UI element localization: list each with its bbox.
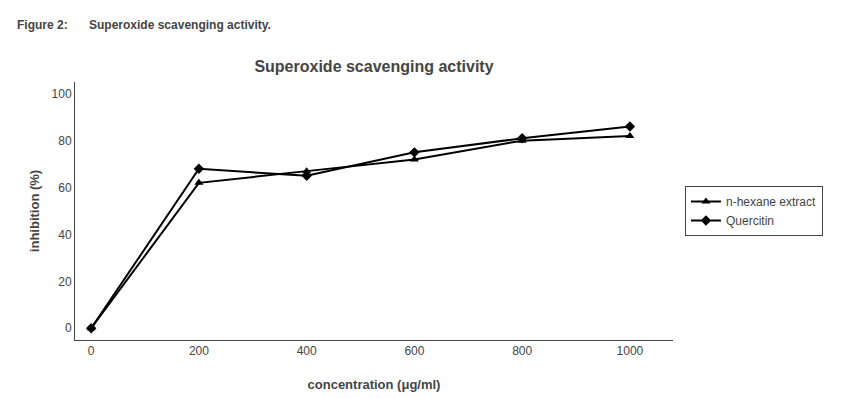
svg-text:0: 0	[65, 321, 72, 335]
svg-text:Superoxide scavenging activity: Superoxide scavenging activity	[254, 58, 493, 75]
svg-text:400: 400	[297, 344, 317, 358]
svg-text:n-hexane extract: n-hexane extract	[726, 195, 816, 209]
svg-text:200: 200	[189, 344, 209, 358]
svg-text:100: 100	[52, 87, 72, 101]
svg-text:600: 600	[404, 344, 424, 358]
svg-text:60: 60	[58, 181, 72, 195]
svg-text:800: 800	[512, 344, 532, 358]
svg-text:40: 40	[58, 228, 72, 242]
svg-text:20: 20	[58, 275, 72, 289]
svg-text:concentration (μg/ml): concentration (μg/ml)	[308, 377, 441, 392]
svg-text:Superoxide scavenging activity: Superoxide scavenging activity.	[89, 18, 271, 32]
svg-text:Quercitin: Quercitin	[726, 214, 774, 228]
svg-text:1000: 1000	[617, 344, 644, 358]
svg-text:inhibition (%): inhibition (%)	[27, 170, 42, 252]
svg-text:0: 0	[88, 344, 95, 358]
svg-text:80: 80	[58, 134, 72, 148]
svg-text:Figure 2:: Figure 2:	[17, 18, 68, 32]
